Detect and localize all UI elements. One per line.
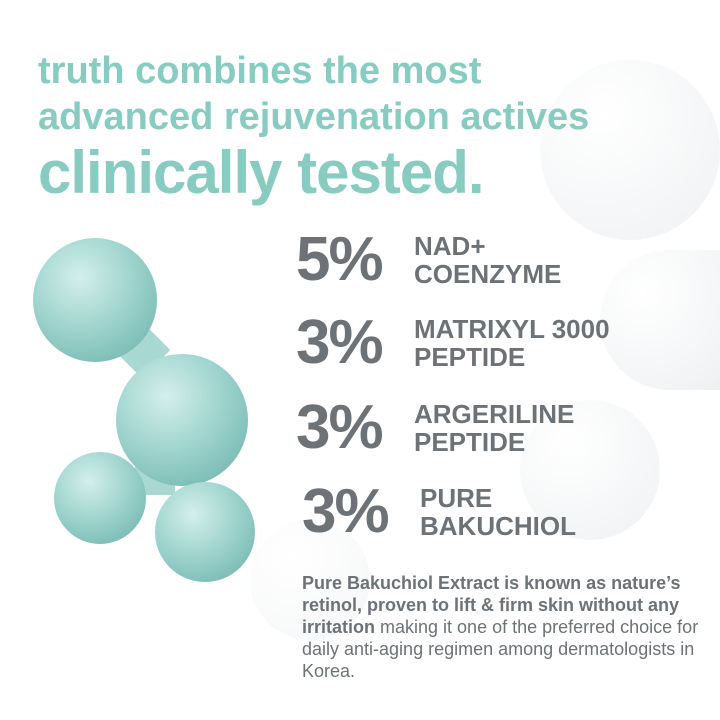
ingredient-name: ARGERILINE PEPTIDE [414, 400, 574, 456]
ingredient-name-line: ARGERILINE [414, 399, 575, 429]
ingredient-percent: 3% [302, 477, 390, 546]
headline-line-3: clinically tested. [38, 139, 485, 206]
ingredient-name-line: MATRIXYL 3000 [414, 314, 610, 344]
ingredient-item: 3% MATRIXYL 3000 PEPTIDE [296, 308, 716, 377]
ingredient-name-line: BAKUCHIOL [420, 511, 576, 541]
description-bold: Pure Bakuchiol Extract is known as natur… [302, 573, 681, 637]
description-paragraph: Pure Bakuchiol Extract is known as natur… [302, 572, 712, 682]
headline-line-2: advanced rejuvenation actives [38, 96, 590, 138]
molecule-sphere [155, 482, 255, 582]
molecule-sphere [33, 238, 157, 362]
ingredient-item: 5% NAD+ COENZYME [296, 225, 716, 294]
ingredient-name-line: PEPTIDE [414, 427, 526, 457]
ingredient-name-line: PEPTIDE [414, 342, 526, 372]
headline: truth combines the most advanced rejuven… [38, 48, 708, 206]
ingredient-name-line: COENZYME [414, 259, 562, 289]
ingredient-name: MATRIXYL 3000 PEPTIDE [414, 315, 610, 371]
ingredient-name: NAD+ COENZYME [414, 232, 561, 288]
ingredient-item: 3% PURE BAKUCHIOL [302, 477, 716, 546]
ingredient-name-line: NAD+ [414, 231, 486, 261]
ingredient-percent: 3% [296, 393, 384, 462]
molecule-sphere [54, 452, 146, 544]
ingredient-name: PURE BAKUCHIOL [420, 484, 576, 540]
description-regular: making it one of the preferred choice fo… [302, 617, 699, 681]
background-molecule [520, 400, 660, 540]
ingredient-name-line: PURE [420, 483, 493, 513]
molecule-illustration [33, 238, 255, 582]
molecule-sphere [116, 354, 248, 486]
headline-line-1: truth combines the most [38, 50, 482, 92]
ingredient-item: 3% ARGERILINE PEPTIDE [296, 393, 716, 462]
background-molecule [250, 520, 370, 640]
ingredient-percent: 3% [296, 308, 384, 377]
ingredient-percent: 5% [296, 225, 384, 294]
background-molecule [600, 250, 720, 390]
background-molecule [540, 60, 720, 240]
